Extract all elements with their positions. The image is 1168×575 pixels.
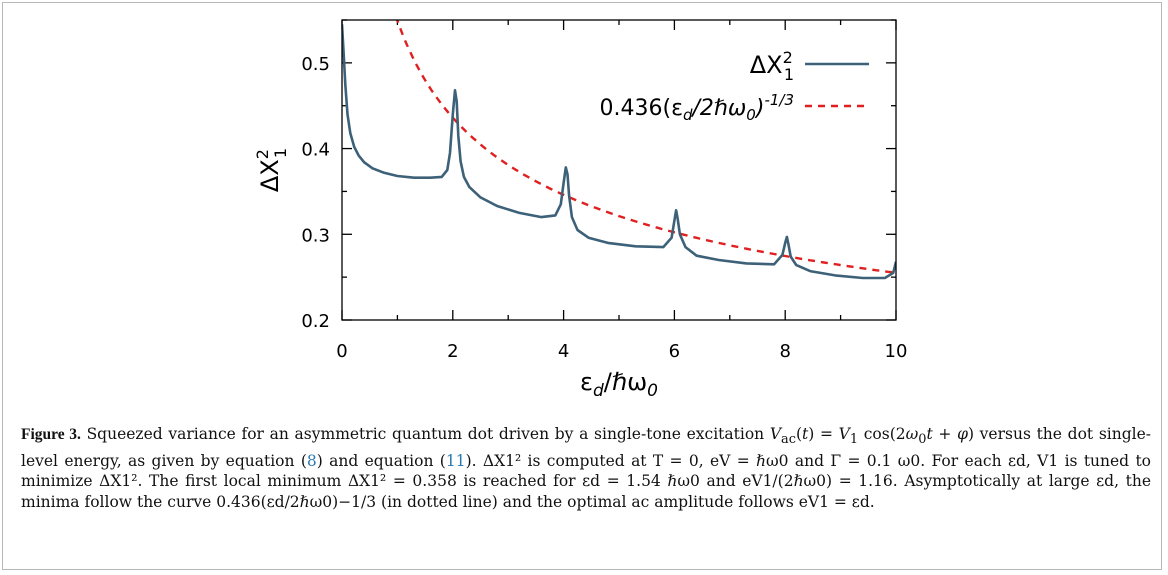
axis-tick-labels: 0 2 4 6 8 10 0.2 0.3 0.4 0.5 (301, 54, 907, 362)
y-tick-label: 0.3 (301, 225, 330, 246)
equation-ref-8[interactable]: 8 (306, 451, 317, 470)
y-tick-label: 0.2 (301, 311, 330, 332)
figure-label: Figure 3. (21, 426, 81, 443)
caption-line-1b: versus the (979, 425, 1062, 443)
x-tick-label: 10 (885, 341, 908, 362)
plot-area-border (341, 19, 897, 321)
y-tick-label: 0.5 (301, 54, 330, 75)
caption-line-2c: ). ΔX1² is computed at T = 0, eV = ℏω0 a… (465, 451, 1002, 470)
x-tick-label: 4 (558, 341, 569, 362)
y-tick-label: 0.4 (301, 140, 330, 161)
x-tick-label: 0 (336, 341, 347, 362)
x-tick-label: 6 (669, 341, 680, 362)
legend: ΔX2 1 0.436(εd/2ℏω0)-1/3 (600, 48, 869, 124)
legend-label-fit: 0.436(εd/2ℏω0)-1/3 (600, 91, 794, 124)
caption-line-2b: ) and equation ( (316, 451, 446, 470)
caption-line-4: Asymptotically at large εd, the minima f… (21, 472, 1152, 511)
caption-line-2: dot single-level energy, as given by equ… (21, 425, 1151, 470)
chart: 0 2 4 6 8 10 0.2 0.3 0.4 0.5 εd/ℏω0 ΔX21 ΔX2 1 0.4… (253, 19, 907, 401)
caption-line-5: eV1 = εd. (798, 492, 875, 511)
x-tick-label: 8 (779, 341, 790, 362)
x-axis-label: εd/ℏω0 (580, 368, 658, 401)
series-line-fit (395, 20, 896, 275)
figure-caption: Figure 3. Squeezed variance for an asymm… (21, 425, 1152, 511)
series-line-variance (342, 24, 896, 280)
y-axis-label: ΔX21 (253, 148, 290, 192)
caption-line-1: Squeezed variance for an asymmetric quan… (86, 425, 765, 443)
x-tick-label: 2 (447, 341, 458, 362)
legend-label-variance: ΔX2 1 (750, 48, 794, 84)
caption-line-3: εd, V1 is tuned to minimize ΔX1². The fi… (21, 451, 1152, 491)
equation-ref-11[interactable]: 11 (445, 451, 466, 470)
